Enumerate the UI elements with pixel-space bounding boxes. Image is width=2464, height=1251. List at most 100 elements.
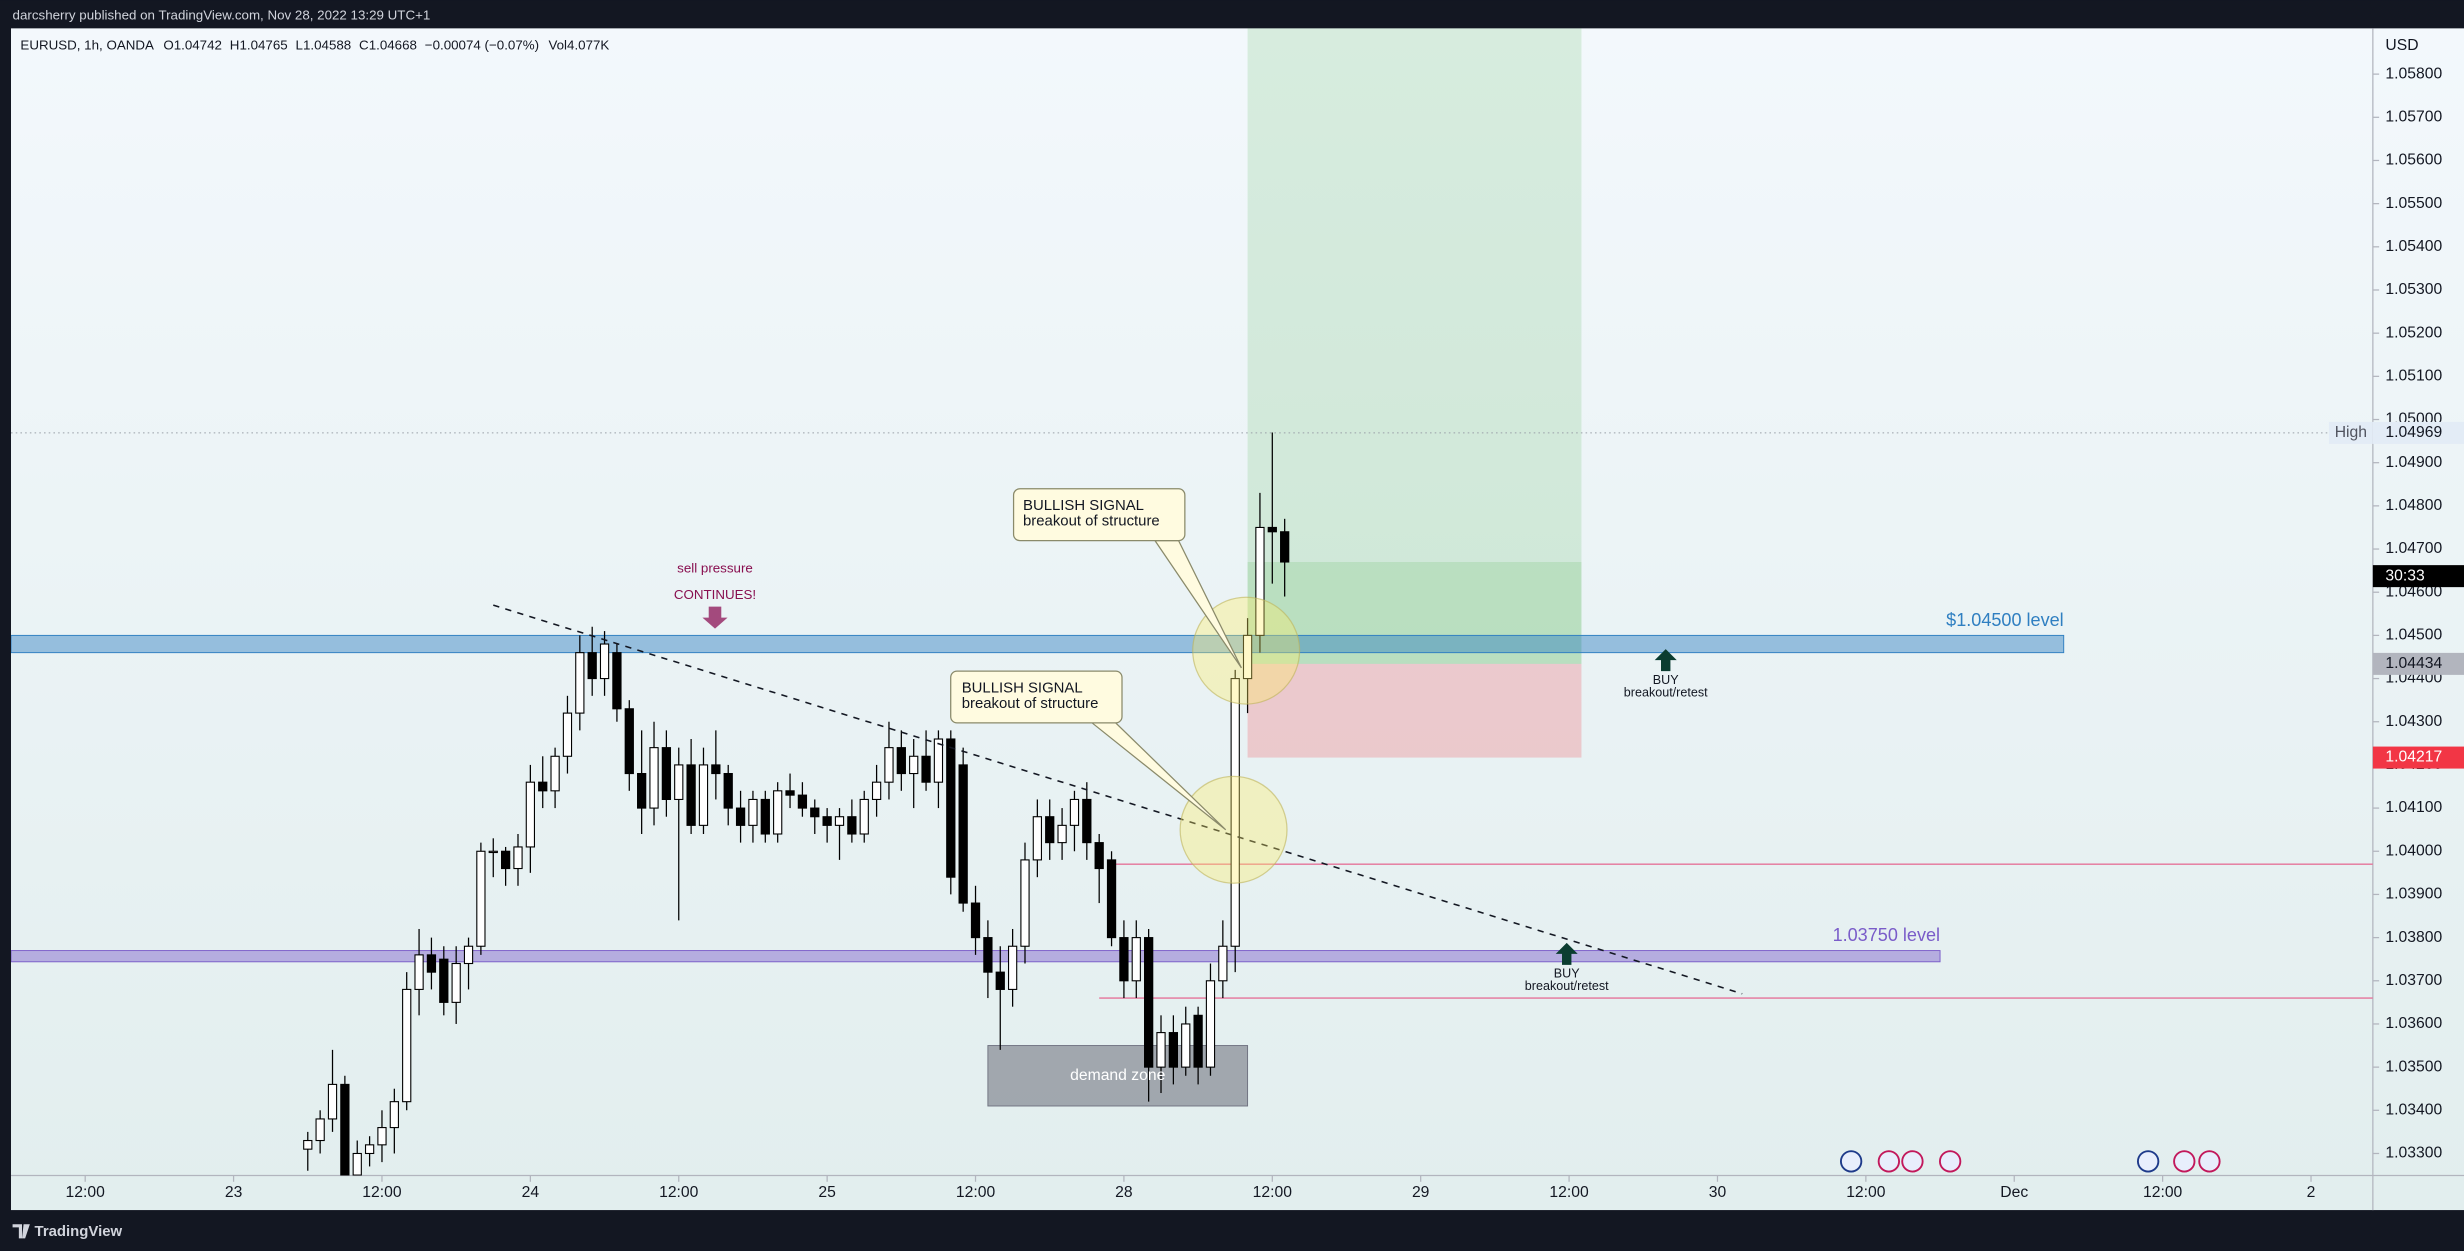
- x-tick-label: 23: [225, 1184, 243, 1201]
- candle-body: [822, 816, 832, 826]
- y-tick-label: 1.03800: [2385, 929, 2442, 946]
- candle-body: [921, 755, 931, 783]
- candle-body: [1144, 937, 1154, 1068]
- candle-body: [1057, 824, 1067, 844]
- candle-body: [1094, 842, 1104, 870]
- candle-body: [1007, 945, 1018, 990]
- y-tick-label: 1.05800: [2385, 65, 2442, 82]
- countdown-box: [2372, 565, 2464, 588]
- candle-body: [538, 781, 548, 792]
- stop-price: 1.04217: [2385, 749, 2442, 766]
- candle-body: [748, 798, 758, 826]
- y-tick-label: 1.05300: [2385, 281, 2442, 298]
- candle-body: [1131, 937, 1141, 982]
- candle-body: [562, 712, 573, 757]
- high-value-box: [2372, 421, 2464, 444]
- event-icon[interactable]: [2198, 1150, 2221, 1173]
- candle-body: [1156, 1032, 1166, 1068]
- buy-label: breakout/retest: [1624, 685, 1708, 699]
- level-label: $1.04500 level: [1946, 610, 2064, 630]
- x-tick-label: 12:00: [659, 1184, 699, 1201]
- y-tick-label: 1.04100: [2385, 799, 2442, 816]
- event-icon[interactable]: [1901, 1150, 1924, 1173]
- buy-label: BUY: [1653, 673, 1679, 687]
- demand-zone: [987, 1045, 1249, 1107]
- note: sell pressure: [677, 560, 753, 575]
- candle-body: [785, 790, 795, 796]
- candle-body: [1193, 1014, 1203, 1068]
- high-tag: [2328, 421, 2373, 444]
- trendline: [493, 604, 1743, 995]
- event-icon[interactable]: [1839, 1150, 1863, 1173]
- candle-body: [1230, 678, 1240, 947]
- y-tick-label: 1.05400: [2385, 238, 2442, 255]
- candle-body: [1267, 526, 1277, 533]
- candle-body: [389, 1101, 399, 1129]
- callout-text: breakout of structure: [962, 695, 1099, 712]
- high-value: 1.04969: [2385, 424, 2442, 441]
- event-icon[interactable]: [2136, 1150, 2160, 1173]
- buy-label: breakout/retest: [1525, 979, 1609, 993]
- candle-body: [1119, 937, 1129, 982]
- candle-body: [946, 738, 956, 878]
- candle-body: [723, 772, 733, 809]
- candle-body: [884, 747, 894, 783]
- candle-body: [637, 772, 647, 809]
- high-label: High: [2335, 424, 2367, 441]
- candle-body: [327, 1083, 338, 1120]
- x-tick-label: Dec: [2000, 1184, 2028, 1201]
- legend: EURUSD, 1h, OANDA O1.04742 H1.04765 L1.0458…: [20, 37, 609, 52]
- y-tick-label: 1.03900: [2385, 886, 2442, 903]
- candle-body: [352, 1152, 362, 1176]
- plot-background: [11, 28, 2464, 1211]
- candle-body: [1069, 798, 1080, 826]
- candle-body: [995, 971, 1005, 990]
- candle-body: [649, 747, 659, 809]
- y-tick-label: 1.04000: [2385, 842, 2442, 859]
- candle-body: [859, 798, 869, 835]
- event-icon[interactable]: [1877, 1150, 1901, 1173]
- ohlc: C1.04668: [359, 37, 417, 52]
- candle-body: [871, 781, 882, 801]
- callout-title: BULLISH SIGNAL: [962, 679, 1083, 696]
- buy-arrow: [1555, 942, 1578, 965]
- y-tick-label: 1.05200: [2385, 324, 2442, 341]
- candle-body: [1020, 859, 1030, 947]
- candle-body: [451, 962, 461, 1003]
- x-tick-label: 12:00: [1253, 1184, 1293, 1201]
- candle-body: [1280, 531, 1290, 563]
- candle-body: [896, 747, 906, 775]
- x-tick-label: 25: [818, 1184, 836, 1201]
- candle-body: [773, 790, 783, 835]
- y-tick-label: 1.03400: [2385, 1101, 2442, 1118]
- candle-body: [1205, 980, 1216, 1068]
- target-zone: [1247, 28, 1582, 664]
- x-tick-label: 12:00: [66, 1184, 106, 1201]
- ohlc: H1.04765: [230, 37, 288, 52]
- candle-body: [970, 902, 981, 939]
- level-label: 1.03750 level: [1833, 925, 1940, 945]
- entry-price-box: [2372, 652, 2464, 675]
- candle-body: [364, 1144, 375, 1155]
- callout-box: [950, 670, 1123, 724]
- ohlc: L1.04588: [296, 37, 352, 52]
- event-icon[interactable]: [2173, 1150, 2196, 1173]
- x-tick-label: 2: [2307, 1184, 2316, 1201]
- candle-body: [797, 794, 808, 809]
- event-icons: [1839, 1150, 2221, 1173]
- y-tick-label: 1.05700: [2385, 108, 2442, 125]
- change: −0.00074 (−0.07%): [425, 37, 539, 52]
- x-tick-label: 12:00: [1549, 1184, 1589, 1201]
- x-tick-label: 12:00: [2143, 1184, 2183, 1201]
- event-icon[interactable]: [1938, 1150, 1962, 1173]
- y-tick-label: 1.04800: [2385, 497, 2442, 514]
- y-tick-label: 1.05500: [2385, 195, 2442, 212]
- symbol: EURUSD, 1h, OANDA: [20, 37, 154, 52]
- candle-body: [1218, 945, 1228, 982]
- candle-body: [760, 798, 770, 835]
- candle-body: [661, 747, 672, 801]
- candle-body: [575, 652, 585, 714]
- candle-body: [340, 1083, 350, 1176]
- publisher: darcsherry published on TradingView.com,…: [13, 7, 431, 22]
- candle-body: [1032, 816, 1042, 861]
